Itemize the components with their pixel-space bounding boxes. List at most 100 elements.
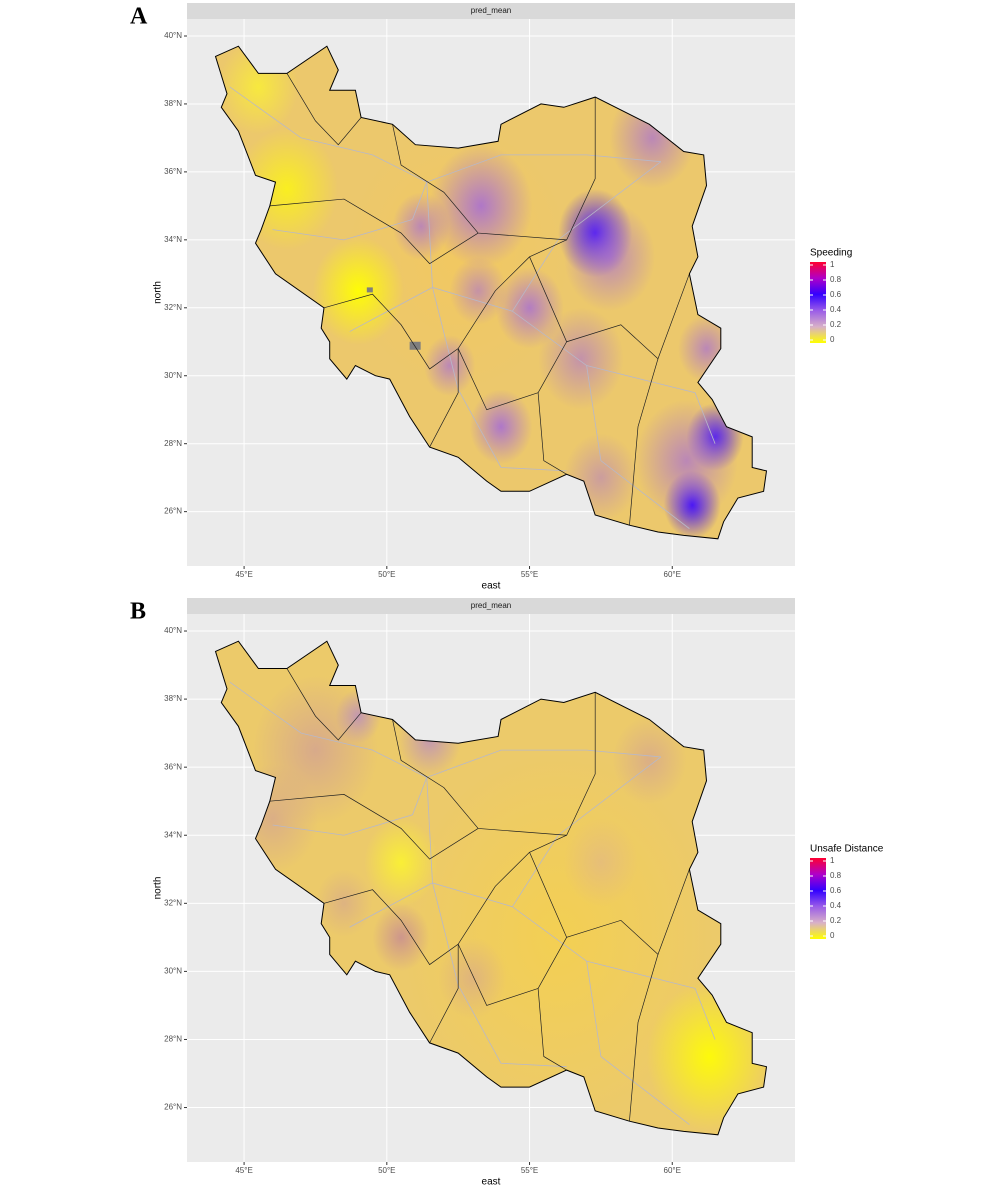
map-shade — [401, 750, 716, 1125]
legend-label: 1 — [830, 856, 835, 865]
y-tick-label: 34°N — [164, 830, 182, 839]
province-border — [323, 834, 567, 966]
y-axis-title: north — [153, 877, 164, 900]
road — [426, 777, 716, 1040]
province-border — [269, 794, 479, 860]
y-tick-label: 36°N — [164, 167, 182, 176]
map-shade — [438, 937, 507, 1020]
road — [272, 777, 428, 836]
missing-cell — [409, 341, 421, 350]
legend-label: 0.2 — [830, 916, 842, 925]
road — [457, 984, 567, 1068]
x-tick-label: 45°E — [235, 570, 252, 579]
missing-cell — [366, 287, 373, 293]
panel-label: A — [130, 4, 148, 30]
province-border — [529, 852, 690, 955]
country-border — [214, 640, 768, 1136]
legend-label: 0.6 — [830, 290, 842, 299]
province-border — [286, 668, 362, 741]
legend-label: 0 — [830, 931, 835, 940]
legend-title: Speeding — [810, 248, 852, 259]
province-border — [529, 256, 690, 360]
x-tick-label: 55°E — [521, 570, 538, 579]
province-border — [537, 341, 567, 475]
map-shade — [449, 256, 507, 325]
colorbar — [810, 262, 826, 343]
province-border — [429, 944, 459, 1044]
y-tick-label: 30°N — [164, 371, 182, 380]
province-border — [629, 358, 659, 526]
country-border — [214, 45, 768, 540]
province-border — [269, 198, 479, 265]
legend-label: 0.6 — [830, 886, 842, 895]
y-tick-label: 36°N — [164, 762, 182, 771]
y-tick-label: 38°N — [164, 99, 182, 108]
road — [457, 389, 567, 472]
road — [349, 882, 433, 928]
legend-label: 0.4 — [830, 305, 842, 314]
road — [586, 365, 690, 529]
legend-label: 0.8 — [830, 871, 842, 880]
legend-label: 0 — [830, 335, 835, 344]
x-tick-label: 50°E — [378, 570, 395, 579]
map-shade — [315, 869, 373, 938]
road — [586, 961, 690, 1125]
y-tick-label: 38°N — [164, 694, 182, 703]
x-tick-label: 50°E — [378, 1166, 395, 1175]
map-shade — [392, 192, 450, 261]
map-shade — [635, 399, 738, 522]
strip-label: pred_mean — [471, 6, 511, 15]
legend-label: 1 — [830, 260, 835, 269]
province-border — [392, 97, 596, 241]
y-tick-label: 40°N — [164, 626, 182, 635]
colorbar — [810, 858, 826, 939]
map-shade — [563, 818, 639, 907]
map-shade — [563, 202, 656, 312]
strip-background — [187, 3, 795, 19]
road — [426, 182, 716, 444]
road — [272, 181, 428, 241]
road — [432, 287, 459, 390]
road — [349, 287, 433, 332]
y-tick-label: 28°N — [164, 1035, 182, 1044]
province-border — [286, 73, 362, 146]
strip-label: pred_mean — [471, 601, 511, 610]
legend-title: Unsafe Distance — [810, 844, 884, 855]
map-shade — [469, 389, 533, 465]
map-shade — [372, 903, 430, 972]
y-tick-label: 32°N — [164, 303, 182, 312]
road — [432, 882, 459, 986]
province-border — [537, 937, 567, 1071]
x-tick-label: 45°E — [235, 1166, 252, 1175]
map-shade — [429, 144, 533, 268]
x-axis-title: east — [482, 1177, 501, 1188]
map-shade — [363, 818, 439, 907]
strip-background — [187, 598, 795, 614]
panel-label: B — [130, 599, 146, 625]
map-shade — [312, 236, 404, 346]
legend-label: 0.2 — [830, 320, 842, 329]
y-tick-label: 32°N — [164, 898, 182, 907]
road — [512, 756, 662, 907]
y-tick-label: 30°N — [164, 967, 182, 976]
map-shade — [612, 716, 687, 805]
y-tick-label: 28°N — [164, 439, 182, 448]
province-border — [429, 348, 459, 448]
y-tick-label: 26°N — [164, 507, 182, 516]
province-border — [323, 239, 567, 370]
x-tick-label: 60°E — [664, 1166, 681, 1175]
x-tick-label: 60°E — [664, 570, 681, 579]
province-border — [457, 944, 539, 1006]
x-axis-title: east — [482, 581, 501, 592]
y-tick-label: 26°N — [164, 1103, 182, 1112]
province-border — [629, 954, 659, 1122]
road — [512, 161, 662, 312]
legend-label: 0.8 — [830, 275, 842, 284]
legend-label: 0.4 — [830, 901, 842, 910]
map-shade — [423, 334, 476, 397]
province-border — [457, 348, 539, 411]
map-shade — [538, 307, 624, 410]
x-tick-label: 55°E — [521, 1166, 538, 1175]
y-tick-label: 34°N — [164, 235, 182, 244]
